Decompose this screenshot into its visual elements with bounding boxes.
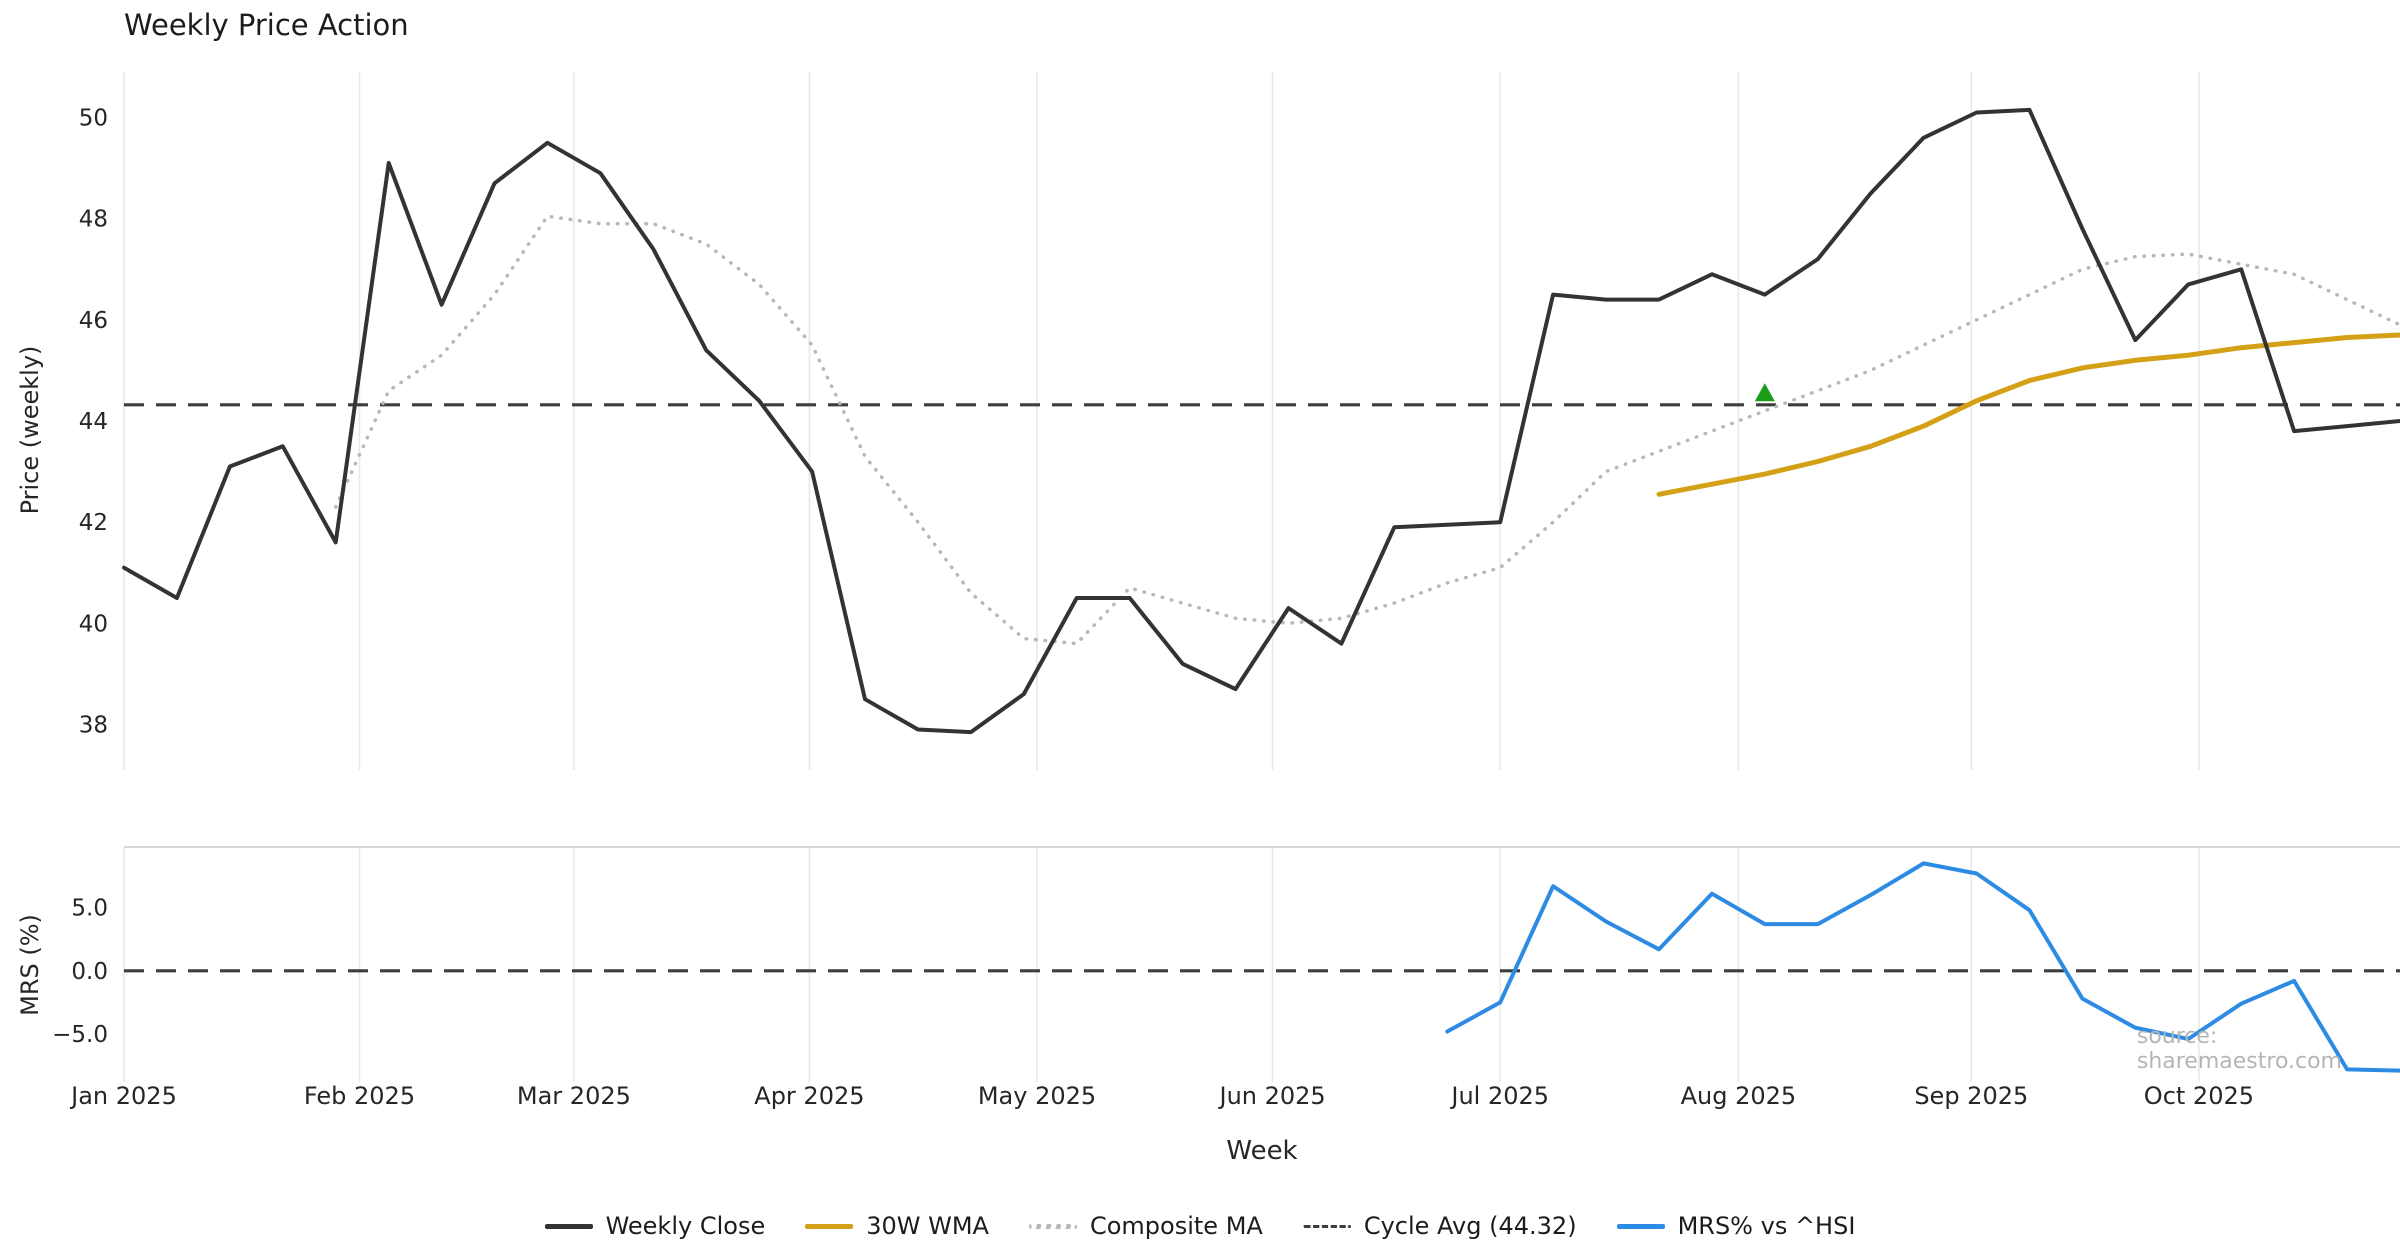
weekly-close-line (122, 107, 2400, 735)
composite-ma-line (333, 214, 2400, 646)
x-tick-label: May 2025 (978, 1082, 1096, 1110)
x-tick-label: Mar 2025 (517, 1082, 631, 1110)
weekly-close-line-swatch (544, 1223, 593, 1229)
chart-title: Weekly Price Action (124, 8, 409, 42)
source-watermark: source: sharemaestro.com (2136, 1024, 2342, 1074)
mrs-ytick-label: −5.0 (52, 1022, 108, 1048)
legend-label: MRS% vs ^HSI (1677, 1212, 1856, 1240)
cycle-avg-line-swatch (1302, 1224, 1351, 1228)
legend-label: 30W WMA (866, 1212, 989, 1240)
x-tick-label: Jan 2025 (69, 1082, 177, 1110)
price-axis-label: Price (weekly) (16, 345, 44, 515)
price-ytick-label: 46 (79, 308, 108, 334)
legend-item-weekly-close: Weekly Close (544, 1212, 766, 1240)
price-ytick-label: 50 (79, 106, 108, 132)
x-tick-label: Jun 2025 (1217, 1082, 1325, 1110)
composite-ma-line-swatch (1028, 1223, 1077, 1229)
legend-item-30w-wma: 30W WMA (805, 1212, 989, 1240)
x-tick-label: Jul 2025 (1449, 1082, 1549, 1110)
wma-30w-line (1656, 332, 2400, 497)
mrs-ytick-label: 5.0 (71, 896, 108, 922)
wma-line-swatch (805, 1223, 854, 1229)
legend-label: Composite MA (1089, 1212, 1263, 1240)
x-tick-label: Feb 2025 (304, 1082, 415, 1110)
legend-item-mrs: MRS% vs ^HSI (1616, 1212, 1856, 1240)
x-tick-label: Apr 2025 (754, 1082, 864, 1110)
price-ytick-label: 40 (79, 611, 108, 637)
green-triangle-signal-marker (1754, 383, 1775, 402)
price-ytick-label: 48 (79, 207, 108, 233)
x-axis-label: Week (1226, 1136, 1298, 1166)
price-ytick-label: 38 (79, 713, 108, 739)
legend-item-cycle-avg: Cycle Avg (44.32) (1302, 1212, 1577, 1240)
legend-item-composite-ma: Composite MA (1028, 1212, 1263, 1240)
price-ytick-label: 44 (79, 409, 108, 435)
legend-label: Weekly Close (605, 1212, 766, 1240)
legend-label: Cycle Avg (44.32) (1363, 1212, 1577, 1240)
chart-legend: Weekly Close 30W WMA Composite MA Cycle … (0, 1212, 2400, 1240)
mrs-line-swatch (1616, 1223, 1665, 1229)
mrs-ytick-label: 0.0 (71, 959, 108, 985)
x-tick-label: Oct 2025 (2144, 1082, 2254, 1110)
mrs-axis-label: MRS (%) (16, 914, 44, 1016)
x-tick-label: Sep 2025 (1914, 1082, 2028, 1110)
price-ytick-label: 42 (79, 510, 108, 536)
x-tick-label: Aug 2025 (1681, 1082, 1797, 1110)
mrs-hsi-line (1445, 861, 2400, 1073)
